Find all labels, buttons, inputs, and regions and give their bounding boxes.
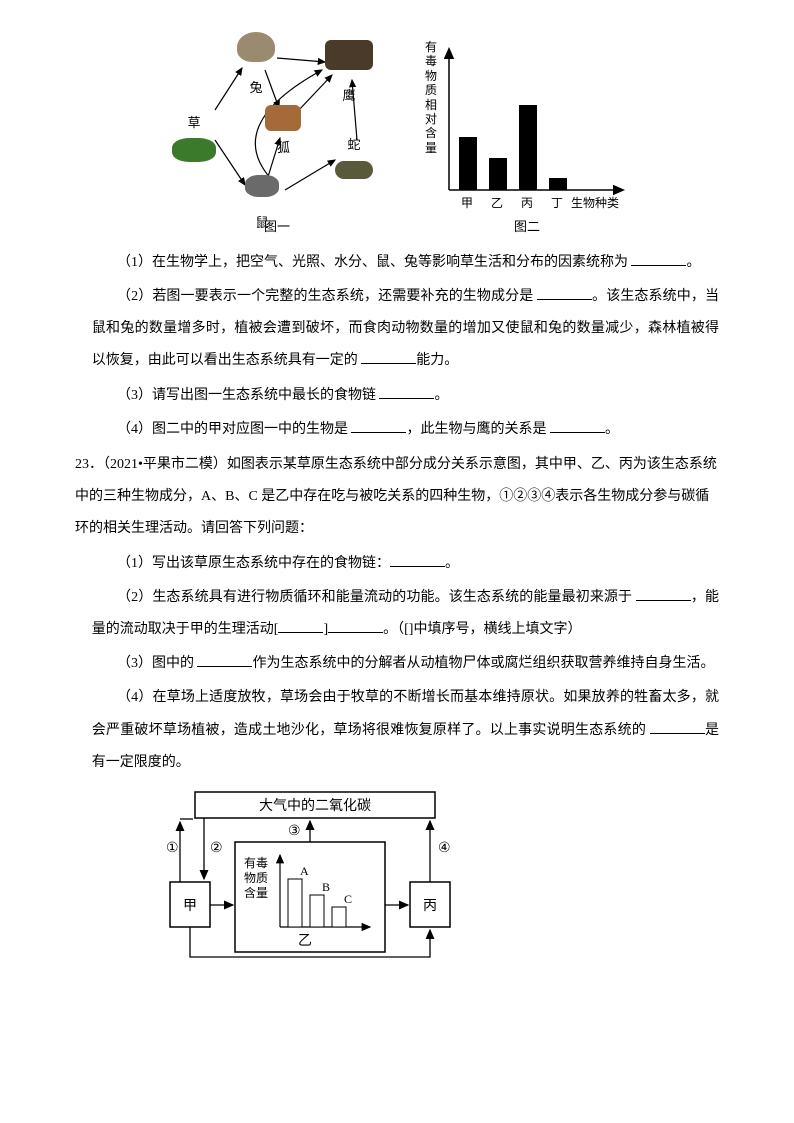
circle-4: ④	[438, 841, 451, 856]
barchart: 有毒物质相对含量 甲 乙 丙 丁 生物种类	[427, 40, 627, 210]
q23-p1: （1）写出该草原生态系统中存在的食物链： 。	[92, 548, 719, 580]
label-grass: 草	[187, 115, 200, 130]
inner-yl-2: 物质	[244, 871, 268, 885]
p4c: 。	[605, 422, 619, 437]
label-mouse: 鼠	[255, 215, 268, 230]
inner-bottom-text: 乙	[298, 933, 312, 949]
p1a: （1）在生物学上，把空气、光照、水分、鼠、兔等影响草生活和分布的因素统称为	[117, 255, 632, 270]
q23-4a: （4）在草场上适度放牧，草场会由于牧草的不断增长而基本维持原状。如果放养的牲畜太…	[92, 690, 719, 737]
q23-2d: 。（[]中填序号，横线上填文字）	[383, 622, 581, 637]
label-snake: 蛇	[347, 137, 360, 152]
blank-1[interactable]	[631, 251, 686, 266]
node-grass: 草	[172, 108, 216, 173]
inner-C: C	[344, 892, 352, 906]
q23-3b: 作为生态系统中的分解者从动植物尸体或腐烂组织获取营养维持自身生活。	[252, 656, 714, 671]
blank-4[interactable]	[379, 383, 434, 398]
label-fox: 狐	[277, 133, 290, 163]
p3a: （3）请写出图一生态系统中最长的食物链	[117, 388, 380, 403]
q23-num: 23．（2021•平果市二模）	[75, 457, 227, 472]
q23-1a: （1）写出该草原生态系统中存在的食物链：	[117, 556, 390, 571]
carbon-cycle-diagram: 大气中的二氧化碳 甲 丙 A B C 有毒 物质 含量 乙 ① ② ③	[160, 787, 470, 975]
inner-B: B	[322, 880, 330, 894]
p2a: （2）若图一要表示一个完整的生态系统，还需要补充的生物成分是	[117, 289, 537, 304]
inner-yl-3: 含量	[244, 885, 268, 900]
top-box-text: 大气中的二氧化碳	[259, 798, 371, 814]
node-eagle: 鹰	[325, 40, 373, 111]
food-web-block: 兔 鹰 草 狐 蛇 鼠 图一	[167, 30, 387, 242]
label-rabbit: 兔	[249, 80, 262, 95]
q-p3: （3）请写出图一生态系统中最长的食物链 。	[92, 380, 719, 412]
q23-1b: 。	[445, 556, 459, 571]
p3b: 。	[434, 388, 448, 403]
p4a: （4）图二中的甲对应图一中的生物是	[117, 422, 352, 437]
label-eagle: 鹰	[342, 88, 355, 103]
blank-8[interactable]	[636, 585, 691, 600]
blank-12[interactable]	[650, 718, 705, 733]
blank-6[interactable]	[550, 417, 605, 432]
xlabel-right: 生物种类	[571, 190, 619, 218]
p1b: 。	[686, 255, 700, 270]
q23-p2: （2）生态系统具有进行物质循环和能量流动的功能。该生态系统的能量最初来源于 ，能…	[92, 582, 719, 646]
node-rabbit: 兔	[237, 32, 275, 103]
blank-10[interactable]	[328, 618, 383, 633]
cat-0: 甲	[461, 190, 473, 218]
carbon-svg: 大气中的二氧化碳 甲 丙 A B C 有毒 物质 含量 乙 ① ② ③	[160, 787, 470, 962]
blank-9[interactable]	[278, 618, 323, 633]
question-23: 23．（2021•平果市二模）如图表示某草原生态系统中部分成分关系示意图，其中甲…	[75, 449, 719, 546]
q23-p4: （4）在草场上适度放牧，草场会由于牧草的不断增长而基本维持原状。如果放养的牲畜太…	[92, 682, 719, 779]
circle-2: ②	[210, 841, 223, 856]
left-box-text: 甲	[183, 899, 197, 914]
diagrams-row: 兔 鹰 草 狐 蛇 鼠 图一	[75, 30, 719, 242]
q23-3a: （3）图中的	[117, 656, 198, 671]
blank-5[interactable]	[351, 417, 406, 432]
circle-1: ①	[166, 841, 179, 856]
cat-2: 丙	[521, 190, 533, 218]
q-p1: （1）在生物学上，把空气、光照、水分、鼠、兔等影响草生活和分布的因素统称为 。	[92, 247, 719, 279]
circle-3: ③	[288, 824, 301, 839]
blank-2[interactable]	[537, 285, 592, 300]
p2c: 能力。	[416, 353, 458, 368]
blank-7[interactable]	[390, 551, 445, 566]
q23-2a: （2）生态系统具有进行物质循环和能量流动的功能。该生态系统的能量最初来源于	[117, 590, 636, 605]
chart-ylabel: 有毒物质相对含量	[425, 40, 439, 155]
barchart-svg	[427, 40, 627, 210]
node-snake: 蛇	[335, 130, 373, 190]
p4b: ，此生物与鹰的关系是	[406, 422, 550, 437]
node-fox: 狐	[265, 105, 301, 142]
q-p2: （2）若图一要表示一个完整的生态系统，还需要补充的生物成分是 。该生态系统中，当…	[92, 281, 719, 378]
q-p4: （4）图二中的甲对应图一中的生物是 ，此生物与鹰的关系是 。	[92, 414, 719, 446]
barchart-block: 有毒物质相对含量 甲 乙 丙 丁 生物种类	[427, 40, 627, 242]
blank-11[interactable]	[197, 652, 252, 667]
food-web-diagram: 兔 鹰 草 狐 蛇 鼠	[167, 30, 387, 210]
q23-p3: （3）图中的 作为生态系统中的分解者从动植物尸体或腐烂组织获取营养维持自身生活。	[92, 648, 719, 680]
right-box-text: 丙	[423, 899, 437, 914]
node-mouse: 鼠	[245, 175, 279, 238]
cat-3: 丁	[551, 190, 563, 218]
blank-3[interactable]	[361, 349, 416, 364]
inner-A: A	[300, 864, 309, 878]
cat-1: 乙	[491, 190, 503, 218]
inner-yl-1: 有毒	[244, 856, 268, 870]
